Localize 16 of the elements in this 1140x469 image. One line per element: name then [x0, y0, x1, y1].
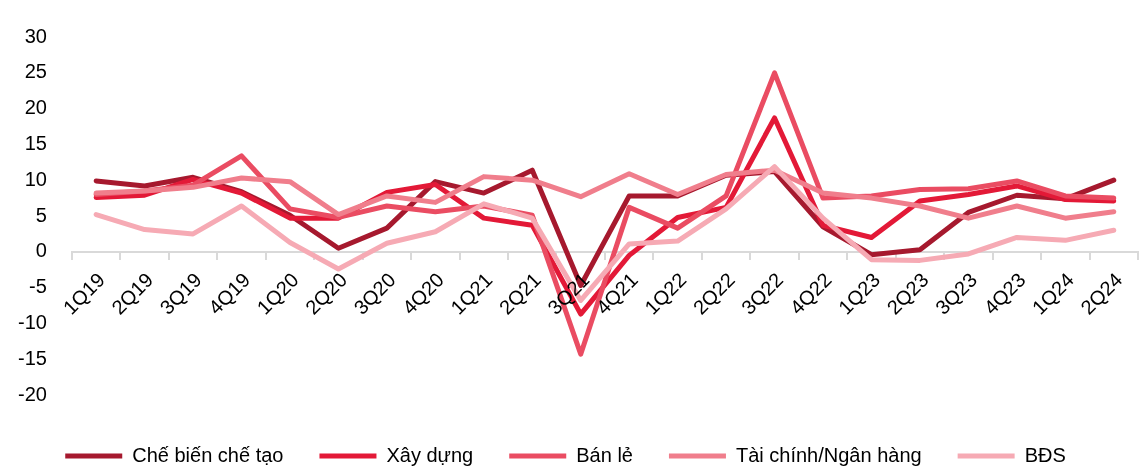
- legend-label: Xây dựng: [386, 443, 474, 466]
- y-tick-label: -5: [29, 275, 47, 298]
- legend-label: Tài chính/Ngân hàng: [735, 443, 922, 466]
- y-tick-label: -20: [18, 382, 47, 405]
- y-tick-label: 10: [24, 167, 47, 190]
- y-tick-label: -15: [18, 346, 47, 369]
- legend-label: BĐS: [1024, 443, 1066, 466]
- y-tick-label: 15: [24, 131, 47, 154]
- y-tick-label: 30: [24, 24, 47, 47]
- y-tick-label: -10: [18, 310, 47, 333]
- y-tick-label: 25: [24, 60, 47, 83]
- y-tick-label: 5: [35, 203, 47, 226]
- y-tick-label: 0: [35, 239, 47, 262]
- legend-label: Bán lẻ: [576, 443, 633, 466]
- y-tick-label: 20: [24, 96, 47, 119]
- legend-label: Chế biến chế tạo: [132, 443, 284, 466]
